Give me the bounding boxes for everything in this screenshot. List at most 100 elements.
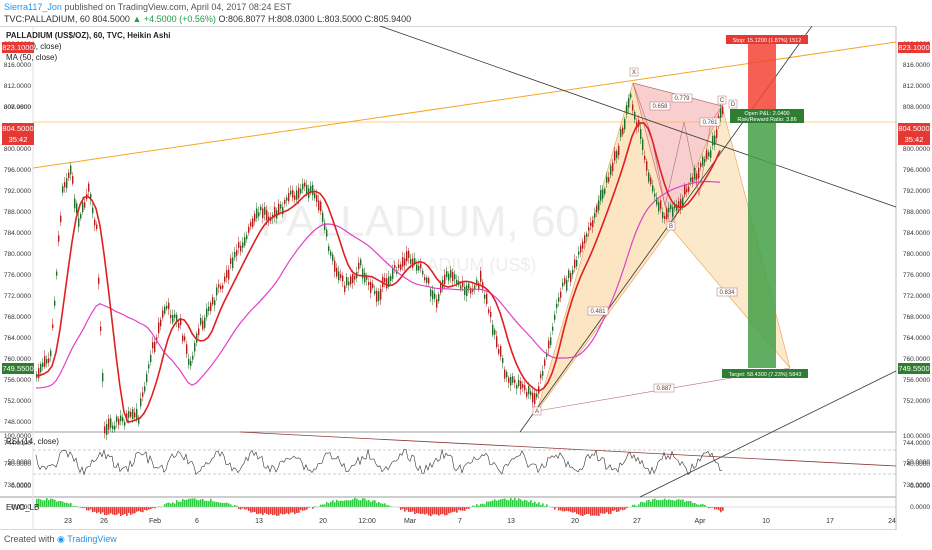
time-tick-label: 24: [888, 518, 896, 525]
ewo-bar: [416, 507, 418, 514]
ewo-bar: [38, 498, 40, 507]
ewo-bar: [308, 507, 310, 508]
ewo-bar: [526, 500, 528, 507]
ewo-bar: [252, 507, 254, 513]
ewo-bar: [456, 507, 458, 513]
ewo-bar: [476, 504, 478, 507]
ewo-bar: [522, 501, 524, 507]
ewo-bar: [658, 500, 660, 507]
ewo-bar: [528, 501, 530, 507]
time-axis[interactable]: 23 26 Feb 6 13 20 12:00 Mar 7 13 20 27 Apr 10 17 24: [0, 518, 896, 530]
ewo-bar: [114, 507, 116, 516]
ewo-bar: [594, 507, 596, 516]
ewo-bar: [650, 501, 652, 507]
ewo-bar: [234, 505, 236, 507]
countdown-tag: 35:42: [2, 134, 34, 145]
ewo-bar: [440, 507, 442, 515]
rsi-label[interactable]: RSI (14, close): [6, 437, 59, 446]
ewo-bar: [62, 501, 64, 507]
price-tick-label: 816.0000: [4, 62, 31, 69]
ewo-bar: [180, 501, 182, 507]
price-tick-label: 772.0000: [4, 293, 31, 300]
price-change: ▲ +4.5000 (+0.56%): [132, 14, 216, 24]
price-tick-label: 792.0000: [903, 188, 930, 195]
ewo-bar: [414, 507, 416, 515]
ewo-bar: [642, 501, 644, 507]
ewo-bar: [602, 507, 604, 514]
ewo-label[interactable]: EWO_LB: [6, 503, 40, 512]
ewo-bar: [302, 507, 304, 511]
price-tick-label: 800.0000: [4, 146, 31, 153]
ewo-bar: [140, 507, 142, 512]
ewo-bar: [584, 507, 586, 515]
tradingview-logo-icon[interactable]: ◉: [57, 534, 65, 544]
ewo-bar: [598, 507, 600, 516]
rsi-pane: [33, 449, 896, 476]
ewo-bar: [236, 505, 238, 507]
ewo-bar: [300, 507, 302, 510]
ewo-bar: [532, 502, 534, 507]
symbol-line: TVC:PALLADIUM, 60 804.5000 ▲ +4.5000 (+0…: [4, 14, 411, 24]
ewo-bar: [96, 507, 98, 514]
ewo-bar: [164, 504, 166, 507]
ewo-bar: [336, 499, 338, 507]
price-tick-label: 788.0000: [4, 209, 31, 216]
ewo-bar: [688, 500, 690, 507]
ewo-bar: [196, 499, 198, 507]
ewo-bar: [552, 507, 554, 508]
price-chart[interactable]: PALLADIUM, 60 PALLADIUM (US$) Stop: 15.1…: [0, 26, 932, 530]
pattern-labels: X A B C D 0.658 0.779 0.761 0.834 0.481 …: [532, 67, 738, 416]
ewo-bar: [338, 501, 340, 507]
ewo-bar: [574, 507, 576, 513]
ewo-bar: [42, 500, 44, 507]
ewo-bar: [620, 507, 622, 510]
legend-ma50[interactable]: MA (50, close): [6, 53, 58, 62]
ewo-bar: [92, 507, 94, 513]
ewo-bar: [190, 498, 192, 507]
publisher-link[interactable]: Sierra117_Jon: [4, 2, 62, 12]
ewo-bar: [554, 507, 556, 510]
ewo-bar: [68, 503, 70, 507]
ewo-bar: [702, 504, 704, 507]
ewo-bar: [710, 507, 712, 508]
ewo-bar: [150, 507, 152, 510]
ewo-bar: [530, 500, 532, 507]
time-tick-label: 20: [571, 518, 579, 525]
ewo-bar: [418, 507, 420, 514]
ewo-bar: [512, 499, 514, 507]
ewo-bar: [458, 507, 460, 510]
ewo-bar: [366, 500, 368, 507]
ewo-bar: [612, 507, 614, 512]
ewo-bar: [88, 507, 90, 511]
price-tick-label: 780.0000: [903, 251, 930, 258]
ewo-bar: [438, 507, 440, 516]
ewo-bar: [82, 507, 84, 509]
ewo-bar: [644, 502, 646, 507]
ewo-bar: [324, 504, 326, 507]
ewo-bar: [240, 507, 242, 510]
ewo-bar: [60, 501, 62, 507]
ewo-tick-label: 0.0000: [910, 504, 930, 511]
ewo-bar: [50, 498, 52, 507]
ewo-bar: [178, 501, 180, 507]
ewo-bar: [422, 507, 424, 514]
ewo-bar: [126, 507, 128, 516]
ewo-bar: [94, 507, 96, 512]
ewo-bar: [58, 500, 60, 507]
svg-text:D: D: [731, 102, 736, 108]
ewo-bar: [262, 507, 264, 516]
ewo-bar: [84, 507, 86, 508]
ewo-bar: [320, 504, 322, 507]
ewo-bar: [264, 507, 266, 513]
ewo-bar: [442, 507, 444, 514]
ewo-bar: [192, 498, 194, 507]
ewo-bar: [518, 498, 520, 507]
ewo-bar: [388, 505, 390, 507]
ewo-bar: [430, 507, 432, 517]
ewo-bar: [254, 507, 256, 513]
tradingview-link[interactable]: TradingView: [67, 534, 117, 544]
ewo-bar: [304, 507, 306, 511]
long-position-tool[interactable]: Stop: 15.1200 (1.87%) 1512 Open P&L: 2.0…: [722, 35, 808, 378]
ewo-bar: [124, 507, 126, 515]
current-price-tag-right: 804.5000: [898, 123, 930, 134]
